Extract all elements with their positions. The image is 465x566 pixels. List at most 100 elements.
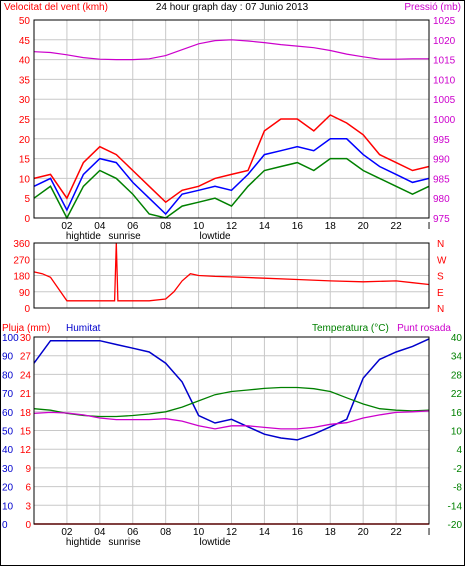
compass-label: S (437, 272, 444, 283)
direction-y-tick-label: 360 (13, 239, 30, 250)
humidity-y-tick-label: 50 (2, 427, 14, 438)
rain-y-tick-label: 9 (25, 464, 31, 475)
wind-x-tick-label: 16 (292, 221, 304, 232)
wind-y-tick-label: 45 (19, 36, 31, 47)
pressure-y-tick-label: 980 (433, 194, 450, 205)
humidity-event-label: hightide (66, 537, 101, 548)
wind_speed-line (33, 114, 430, 204)
wind-event-label: hightide (66, 231, 101, 242)
wind-x-tick-label: 04 (94, 221, 106, 232)
rain-y-tick-label: 24 (20, 370, 32, 381)
wind-y-tick-label: 5 (24, 194, 30, 205)
temperature-y-tick-label: -8 (453, 483, 462, 494)
humidity-y-tick-label: 70 (2, 389, 14, 400)
wind_avg-line (33, 138, 430, 216)
pressure-y-tick-label: 1000 (433, 115, 456, 126)
compass-label: N (437, 239, 444, 250)
pressure-y-tick-label: 1025 (433, 16, 456, 27)
humidity-x-tick-label: 12 (226, 527, 238, 538)
humidity-x-tick-label: 04 (94, 527, 106, 538)
temperature-y-tick-label: 10 (451, 427, 463, 438)
wind-y-tick-label: 0 (24, 214, 30, 225)
direction-y-tick-label: 180 (13, 272, 30, 283)
wind-event-label: sunrise (108, 231, 141, 242)
wind-x-tick-label: 22 (391, 221, 403, 232)
humidity-x-tick-label: 22 (391, 527, 403, 538)
humidity-x-tick-label: 18 (325, 527, 337, 538)
wind-y-tick-label: 25 (19, 115, 31, 126)
direction-y-tick-label: 0 (24, 304, 30, 315)
rain-y-tick-label: 6 (25, 483, 31, 494)
rain-y-tick-label: 3 (25, 501, 31, 512)
compass-label: W (437, 255, 447, 266)
temperature-y-tick-label: 16 (451, 408, 463, 419)
humidity-y-tick-label: 60 (2, 408, 14, 419)
rain-axis-title: Pluja (mm) (2, 323, 50, 334)
temperature-y-tick-label: 4 (456, 445, 462, 456)
humidity-y-tick-label: 30 (2, 464, 14, 475)
humidity-y-tick-label: 0 (2, 520, 8, 531)
wind-x-tick-label: 20 (358, 221, 370, 232)
direction-y-tick-label: 90 (19, 288, 31, 299)
wind-x-tick-label: 10 (193, 221, 205, 232)
rain-y-tick-label: 12 (20, 445, 32, 456)
pressure-axis-title: Pressió (mb) (404, 2, 461, 13)
pressure-y-tick-label: 1020 (433, 36, 456, 47)
humidity-x-tick-label: 14 (259, 527, 271, 538)
pressure-y-tick-label: 990 (433, 155, 450, 166)
temperature-axis-title: Temperatura (°C) (312, 323, 389, 334)
humidity-line (33, 338, 430, 441)
pressure-y-tick-label: 975 (433, 214, 450, 225)
humidity-x-tick-label: 08 (160, 527, 172, 538)
rain-y-tick-label: 0 (25, 520, 31, 531)
compass-label: N (437, 304, 444, 315)
humidity-x-tick-label: 20 (358, 527, 370, 538)
dewpoint-axis-title: Punt rosada (397, 323, 451, 334)
direction-line (33, 242, 430, 302)
wind_low-line (33, 157, 430, 220)
wind-event-label: lowtide (199, 231, 231, 242)
pressure-y-tick-label: 985 (433, 174, 450, 185)
wind-y-tick-label: 10 (19, 174, 31, 185)
wind-x-tick-label: 02 (61, 221, 73, 232)
temperature-y-tick-label: 22 (451, 389, 463, 400)
humidity-event-label: sunrise (108, 537, 141, 548)
direction-y-tick-label: 270 (13, 255, 30, 266)
temperature-y-tick-label: -14 (448, 501, 463, 512)
humidity-y-tick-label: 90 (2, 352, 14, 363)
humidity-event-label: lowtide (199, 537, 231, 548)
wind-x-tick-label: 12 (226, 221, 238, 232)
humidity-y-tick-label: 40 (2, 445, 14, 456)
pressure-y-tick-label: 1015 (433, 56, 456, 67)
pressure-y-tick-label: 995 (433, 135, 450, 146)
wind-x-tick-label: 06 (127, 221, 139, 232)
humidity-frame (33, 336, 430, 525)
wind-x-tick-label: 18 (325, 221, 337, 232)
pressure-y-tick-label: 1010 (433, 75, 456, 86)
wind-y-tick-label: 30 (19, 95, 31, 106)
wind-y-tick-label: 20 (19, 135, 31, 146)
humidity-x-tick-label: 06 (127, 527, 139, 538)
chart-title: 24 hour graph day : 07 Junio 2013 (156, 2, 309, 13)
humidity-y-tick-label: 20 (2, 483, 14, 494)
humidity-x-tick-label: I (428, 527, 431, 538)
pressure-y-tick-label: 1005 (433, 95, 456, 106)
temperature-y-tick-label: 34 (451, 352, 463, 363)
wind-y-tick-label: 15 (19, 155, 31, 166)
dewpoint-line (33, 410, 430, 430)
temperature-y-tick-label: 28 (451, 370, 463, 381)
rain-y-tick-label: 27 (20, 352, 32, 363)
wind-y-tick-label: 40 (19, 56, 31, 67)
compass-label: E (437, 288, 444, 299)
rain-y-tick-label: 18 (20, 408, 32, 419)
wind-axis-title: Velocitat del vent (kmh) (4, 2, 108, 13)
wind-x-tick-label: I (428, 221, 431, 232)
wind-x-tick-label: 08 (160, 221, 172, 232)
temperature-y-tick-label: 40 (451, 333, 463, 344)
pressure-line (33, 39, 429, 61)
humidity-x-tick-label: 02 (61, 527, 73, 538)
temperature-line (33, 386, 430, 418)
humidity-y-tick-label: 80 (2, 370, 14, 381)
